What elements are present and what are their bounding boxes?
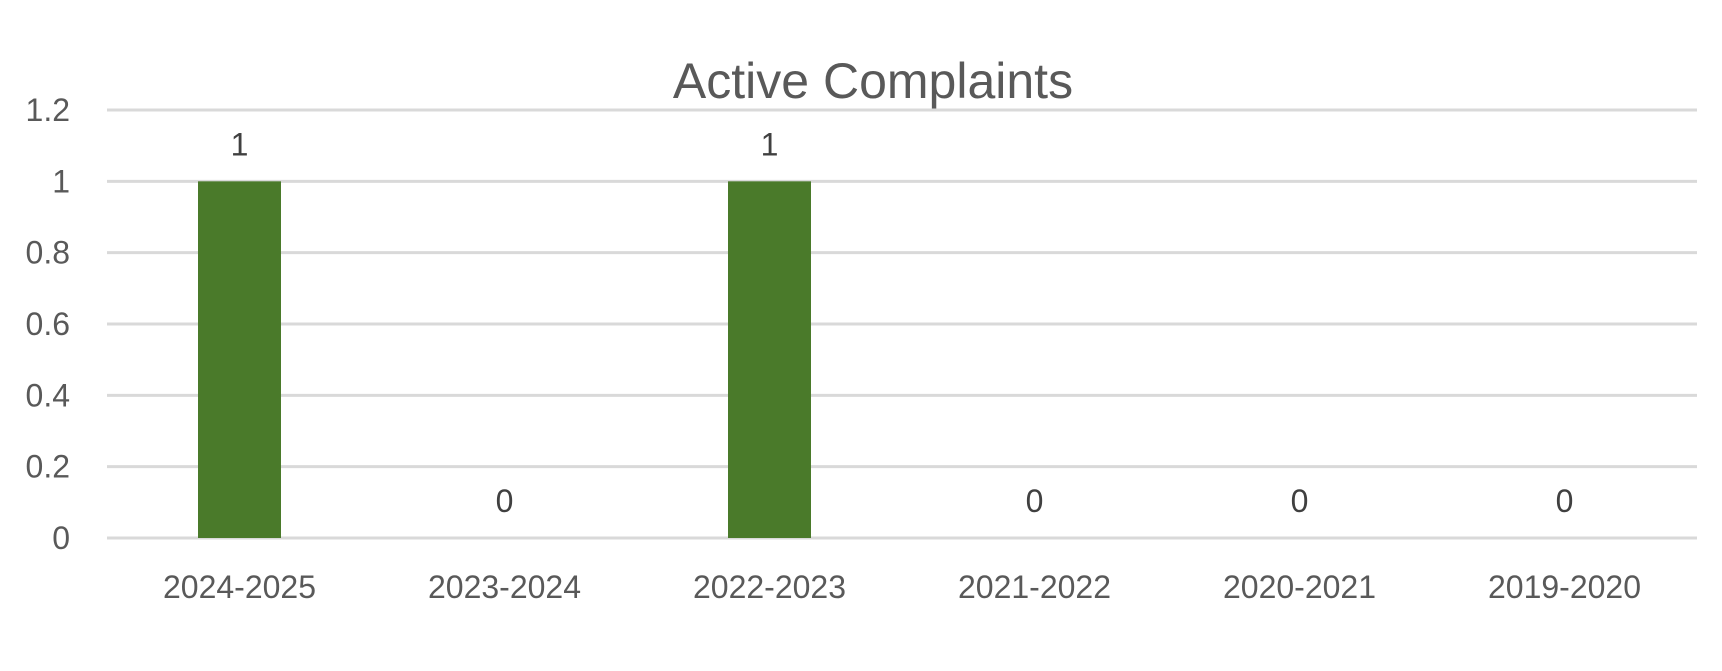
x-tick-label: 2020-2021	[1223, 569, 1376, 605]
x-tick-label: 2021-2022	[958, 569, 1111, 605]
data-label: 0	[1291, 483, 1309, 519]
y-tick-label: 0	[52, 520, 70, 556]
gridlines	[107, 108, 1697, 540]
y-tick-label: 1	[52, 163, 70, 199]
y-tick-label: 0.4	[26, 377, 70, 413]
x-tick-label: 2022-2023	[693, 569, 846, 605]
x-tick-label: 2023-2024	[428, 569, 581, 605]
data-label: 0	[1026, 483, 1044, 519]
bar	[728, 181, 811, 539]
y-tick-label: 1.2	[26, 92, 70, 128]
bars	[198, 181, 811, 539]
y-tick-label: 0.6	[26, 306, 70, 342]
data-label: 1	[231, 126, 249, 162]
data-label: 0	[1556, 483, 1574, 519]
data-labels: 1 0 1 0 0 0	[231, 126, 1574, 519]
x-axis-category-labels: 2024-2025 2023-2024 2022-2023 2021-2022 2020…	[163, 569, 1641, 605]
bar	[198, 181, 281, 539]
data-label: 0	[496, 483, 514, 519]
chart-title: Active Complaints	[673, 53, 1073, 109]
data-label: 1	[761, 126, 779, 162]
y-tick-label: 0.2	[26, 449, 70, 485]
y-tick-label: 0.8	[26, 235, 70, 271]
x-tick-label: 2024-2025	[163, 569, 316, 605]
y-axis-tick-labels: 0 0.2 0.4 0.6 0.8 1 1.2	[26, 92, 70, 556]
x-tick-label: 2019-2020	[1488, 569, 1641, 605]
